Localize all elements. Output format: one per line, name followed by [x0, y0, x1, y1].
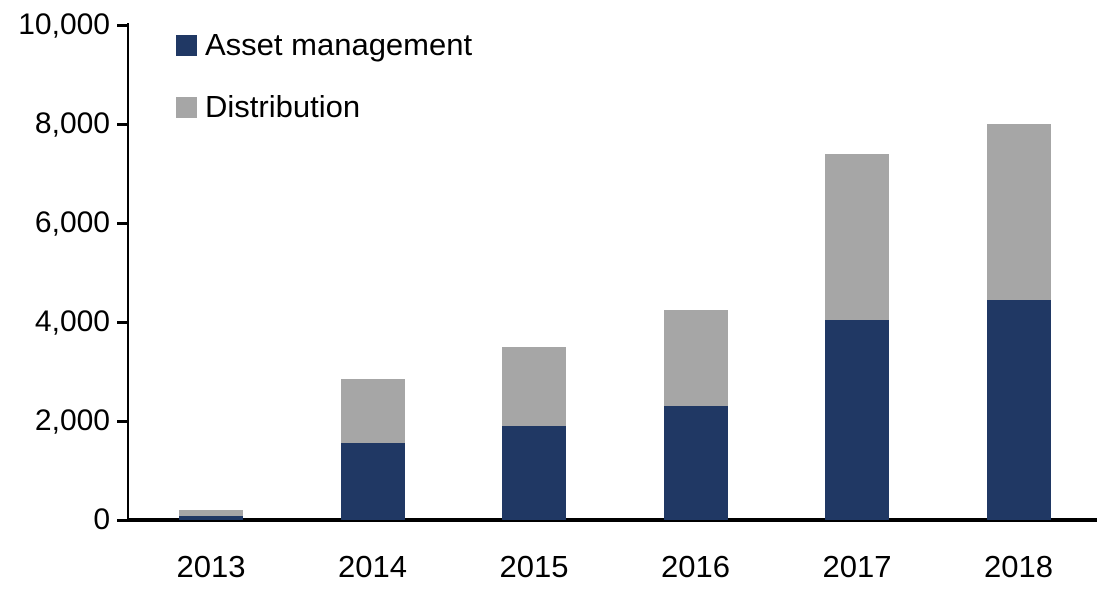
- legend-label-distribution: Distribution: [205, 89, 361, 124]
- y-axis-tick: [117, 122, 129, 126]
- bar-segment-asset-management-2018: [986, 299, 1051, 520]
- y-axis-tick-label: 0: [93, 503, 110, 536]
- legend-swatch-asset-management-icon: [176, 34, 197, 56]
- y-axis-tick: [117, 419, 129, 423]
- x-axis-line: [127, 518, 1097, 522]
- legend-item-distribution: Distribution: [176, 88, 472, 126]
- y-axis-tick-label: 6,000: [34, 206, 110, 239]
- y-axis-tick-label: 8,000: [34, 107, 110, 140]
- bar-segment-asset-management-2014: [340, 443, 405, 520]
- bar-segment-distribution-2015: [502, 346, 566, 426]
- bar-segment-asset-management-2013: [179, 516, 243, 520]
- y-axis-tick: [117, 320, 129, 324]
- bar-segment-asset-management-2017: [825, 319, 889, 520]
- bar-segment-distribution-2018: [986, 124, 1051, 300]
- y-axis-tick: [117, 518, 129, 522]
- legend-item-asset-management: Asset management: [176, 26, 472, 64]
- y-axis-tick-label: 4,000: [34, 305, 110, 338]
- x-axis-label-2015: 2015: [499, 549, 569, 584]
- legend-swatch-distribution-icon: [176, 96, 197, 118]
- x-axis-label-2018: 2018: [984, 549, 1053, 584]
- y-axis-line: [127, 23, 129, 522]
- bar-segment-asset-management-2016: [663, 406, 728, 520]
- bar-segment-asset-management-2015: [502, 425, 566, 520]
- legend-label-asset-management: Asset management: [205, 27, 473, 62]
- legend: Asset management Distribution: [176, 26, 472, 150]
- y-axis-tick-label: 10,000: [18, 8, 110, 41]
- x-axis-label-2014: 2014: [338, 549, 407, 584]
- bar-segment-distribution-2017: [825, 153, 889, 320]
- bar-segment-distribution-2016: [663, 309, 728, 407]
- bar-segment-distribution-2013: [179, 510, 243, 517]
- y-axis-tick: [117, 23, 129, 27]
- bar-segment-distribution-2014: [340, 378, 405, 444]
- y-axis-tick: [117, 221, 129, 225]
- x-axis-label-2017: 2017: [822, 549, 892, 584]
- x-axis-label-2016: 2016: [661, 549, 730, 584]
- y-axis-tick-label: 2,000: [34, 404, 110, 437]
- x-axis-label-2013: 2013: [176, 549, 246, 584]
